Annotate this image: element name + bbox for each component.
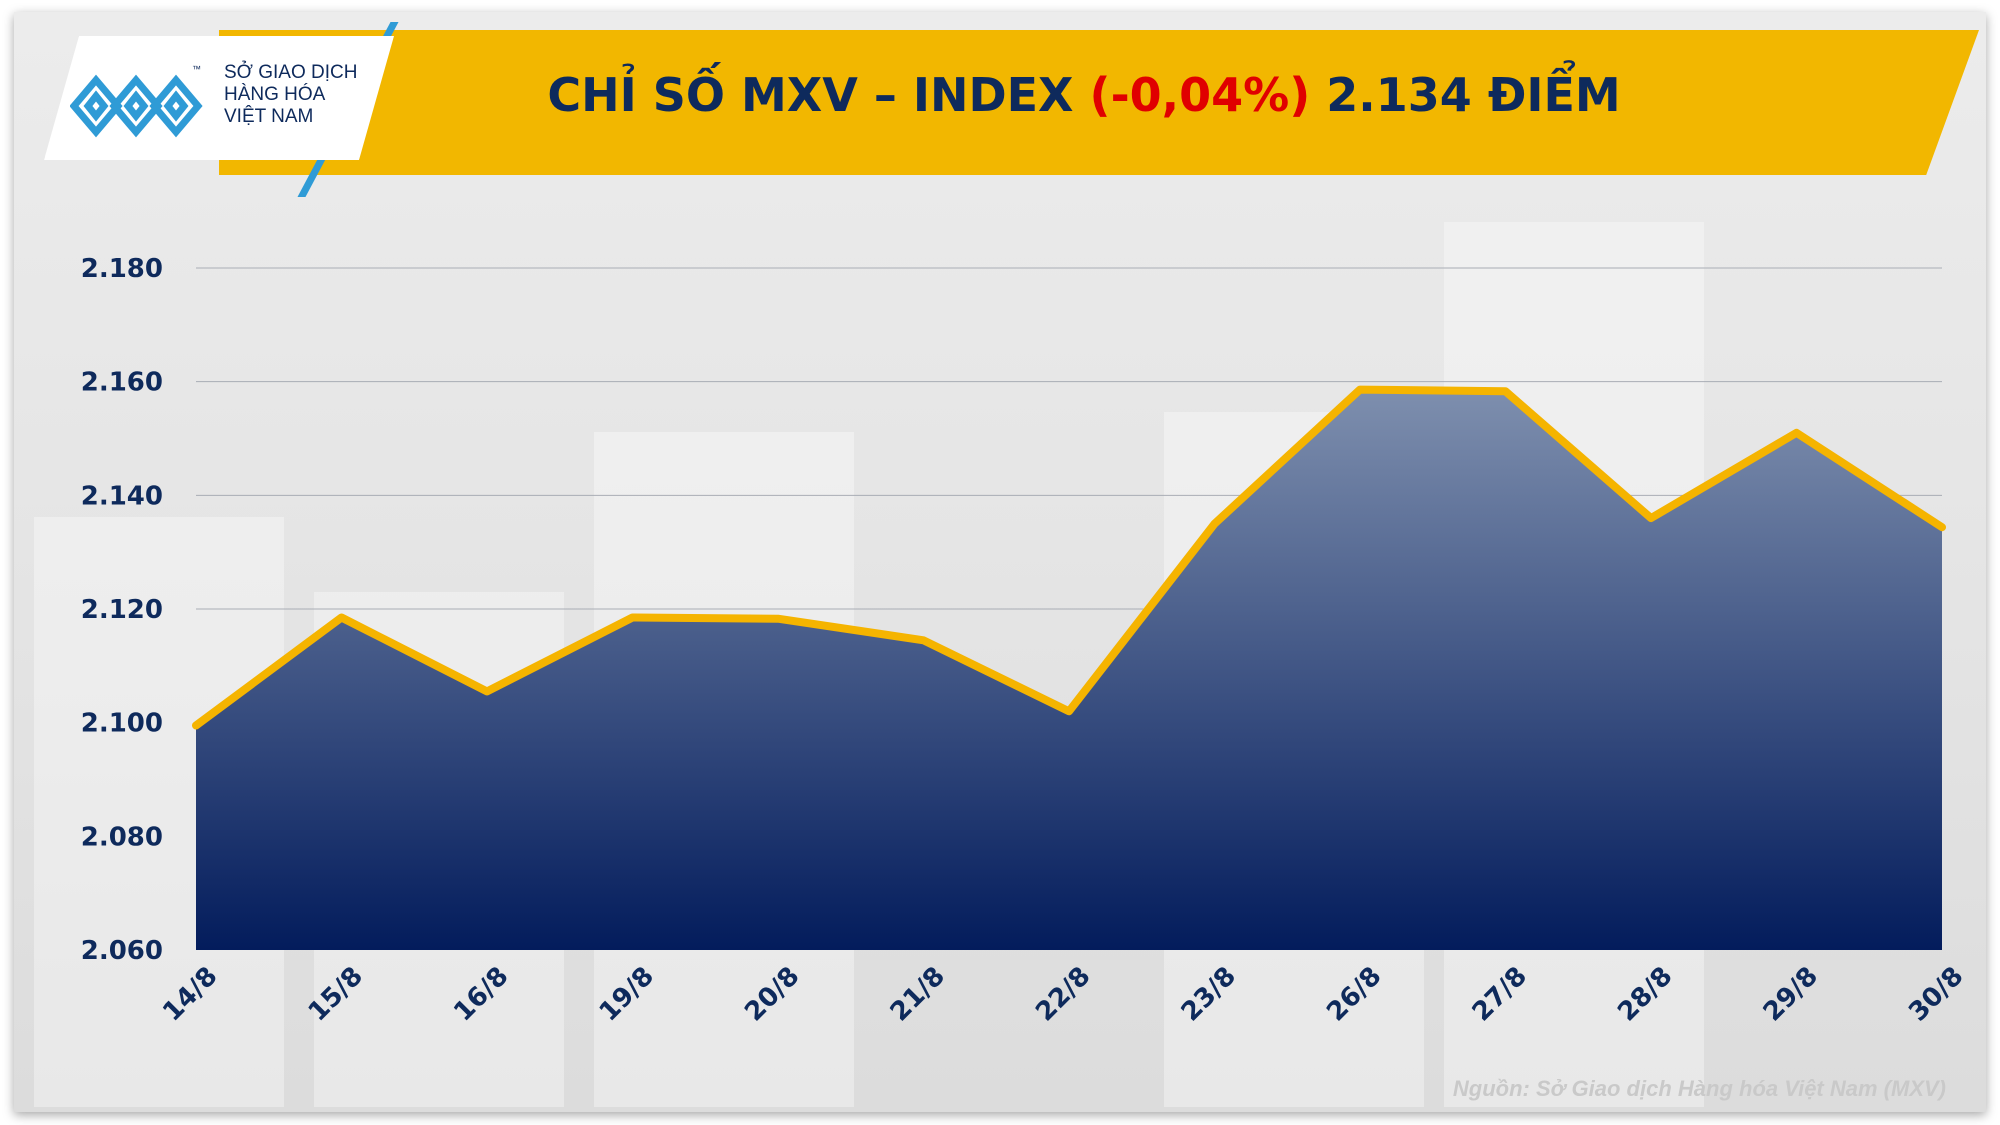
data-point [484, 688, 490, 695]
x-tick-label: 19/8 [594, 961, 660, 1027]
data-point [629, 614, 636, 621]
x-tick-label: 21/8 [885, 961, 951, 1027]
y-tick-label: 2.120 [81, 595, 163, 625]
data-point [1648, 515, 1654, 522]
y-axis-ticks: 2.060 2.080 2.100 2.120 2.140 2.160 2.180 [81, 254, 163, 966]
source-note: Nguồn: Sở Giao dịch Hàng hóa Việt Nam (M… [1452, 1076, 1946, 1101]
logo-line-1: SỞ GIAO DỊCH [224, 62, 358, 83]
data-point [1939, 524, 1945, 531]
x-axis-ticks: 14/8 15/8 16/8 19/8 20/8 21/8 22/8 23/8 26/8 27/8… [157, 961, 1969, 1027]
x-tick-label: 23/8 [1176, 961, 1242, 1027]
logo-line-3: VIỆT NAM [224, 106, 314, 127]
chart-title: CHỈ SỐ MXV – INDEX (-0,04%) 2.134 ĐIỂM [234, 68, 1934, 122]
data-point [338, 614, 345, 621]
logo-line-2: HÀNG HÓA [224, 84, 326, 105]
trademark-mark: ™ [192, 64, 201, 74]
title-banner [219, 30, 1979, 175]
y-tick-label: 2.160 [81, 368, 163, 398]
y-tick-label: 2.100 [81, 709, 163, 739]
x-tick-label: 22/8 [1030, 961, 1096, 1027]
data-point [775, 615, 781, 622]
x-tick-label: 30/8 [1903, 961, 1969, 1027]
y-tick-label: 2.080 [81, 822, 163, 852]
x-tick-label: 26/8 [1321, 961, 1387, 1027]
title-change: (-0,04%) [1089, 68, 1311, 122]
data-point [1502, 388, 1509, 395]
data-point [1211, 520, 1218, 527]
data-point [1066, 708, 1072, 715]
y-tick-label: 2.140 [81, 481, 163, 511]
logo-text: SỞ GIAO DỊCH HÀNG HÓA VIỆT NAM [224, 62, 384, 128]
x-tick-label: 27/8 [1467, 961, 1533, 1027]
x-tick-label: 14/8 [157, 961, 223, 1027]
data-point [193, 722, 199, 729]
x-tick-label: 15/8 [303, 961, 369, 1027]
x-tick-label: 20/8 [739, 961, 805, 1027]
y-tick-label: 2.060 [81, 936, 163, 966]
logo-card [44, 36, 394, 160]
mxv-logo-icon: ™ [70, 64, 203, 138]
area-series [192, 385, 1946, 951]
data-point [1357, 386, 1363, 393]
data-point [1793, 429, 1800, 436]
area-fill [196, 389, 1942, 951]
data-point [920, 637, 927, 644]
x-tick-label: 28/8 [1612, 961, 1678, 1027]
y-tick-label: 2.180 [81, 254, 163, 284]
title-suffix: 2.134 ĐIỂM [1310, 68, 1621, 122]
title-prefix: CHỈ SỐ MXV – INDEX [547, 68, 1090, 122]
x-tick-label: 16/8 [448, 961, 514, 1027]
x-tick-label: 29/8 [1758, 961, 1824, 1027]
